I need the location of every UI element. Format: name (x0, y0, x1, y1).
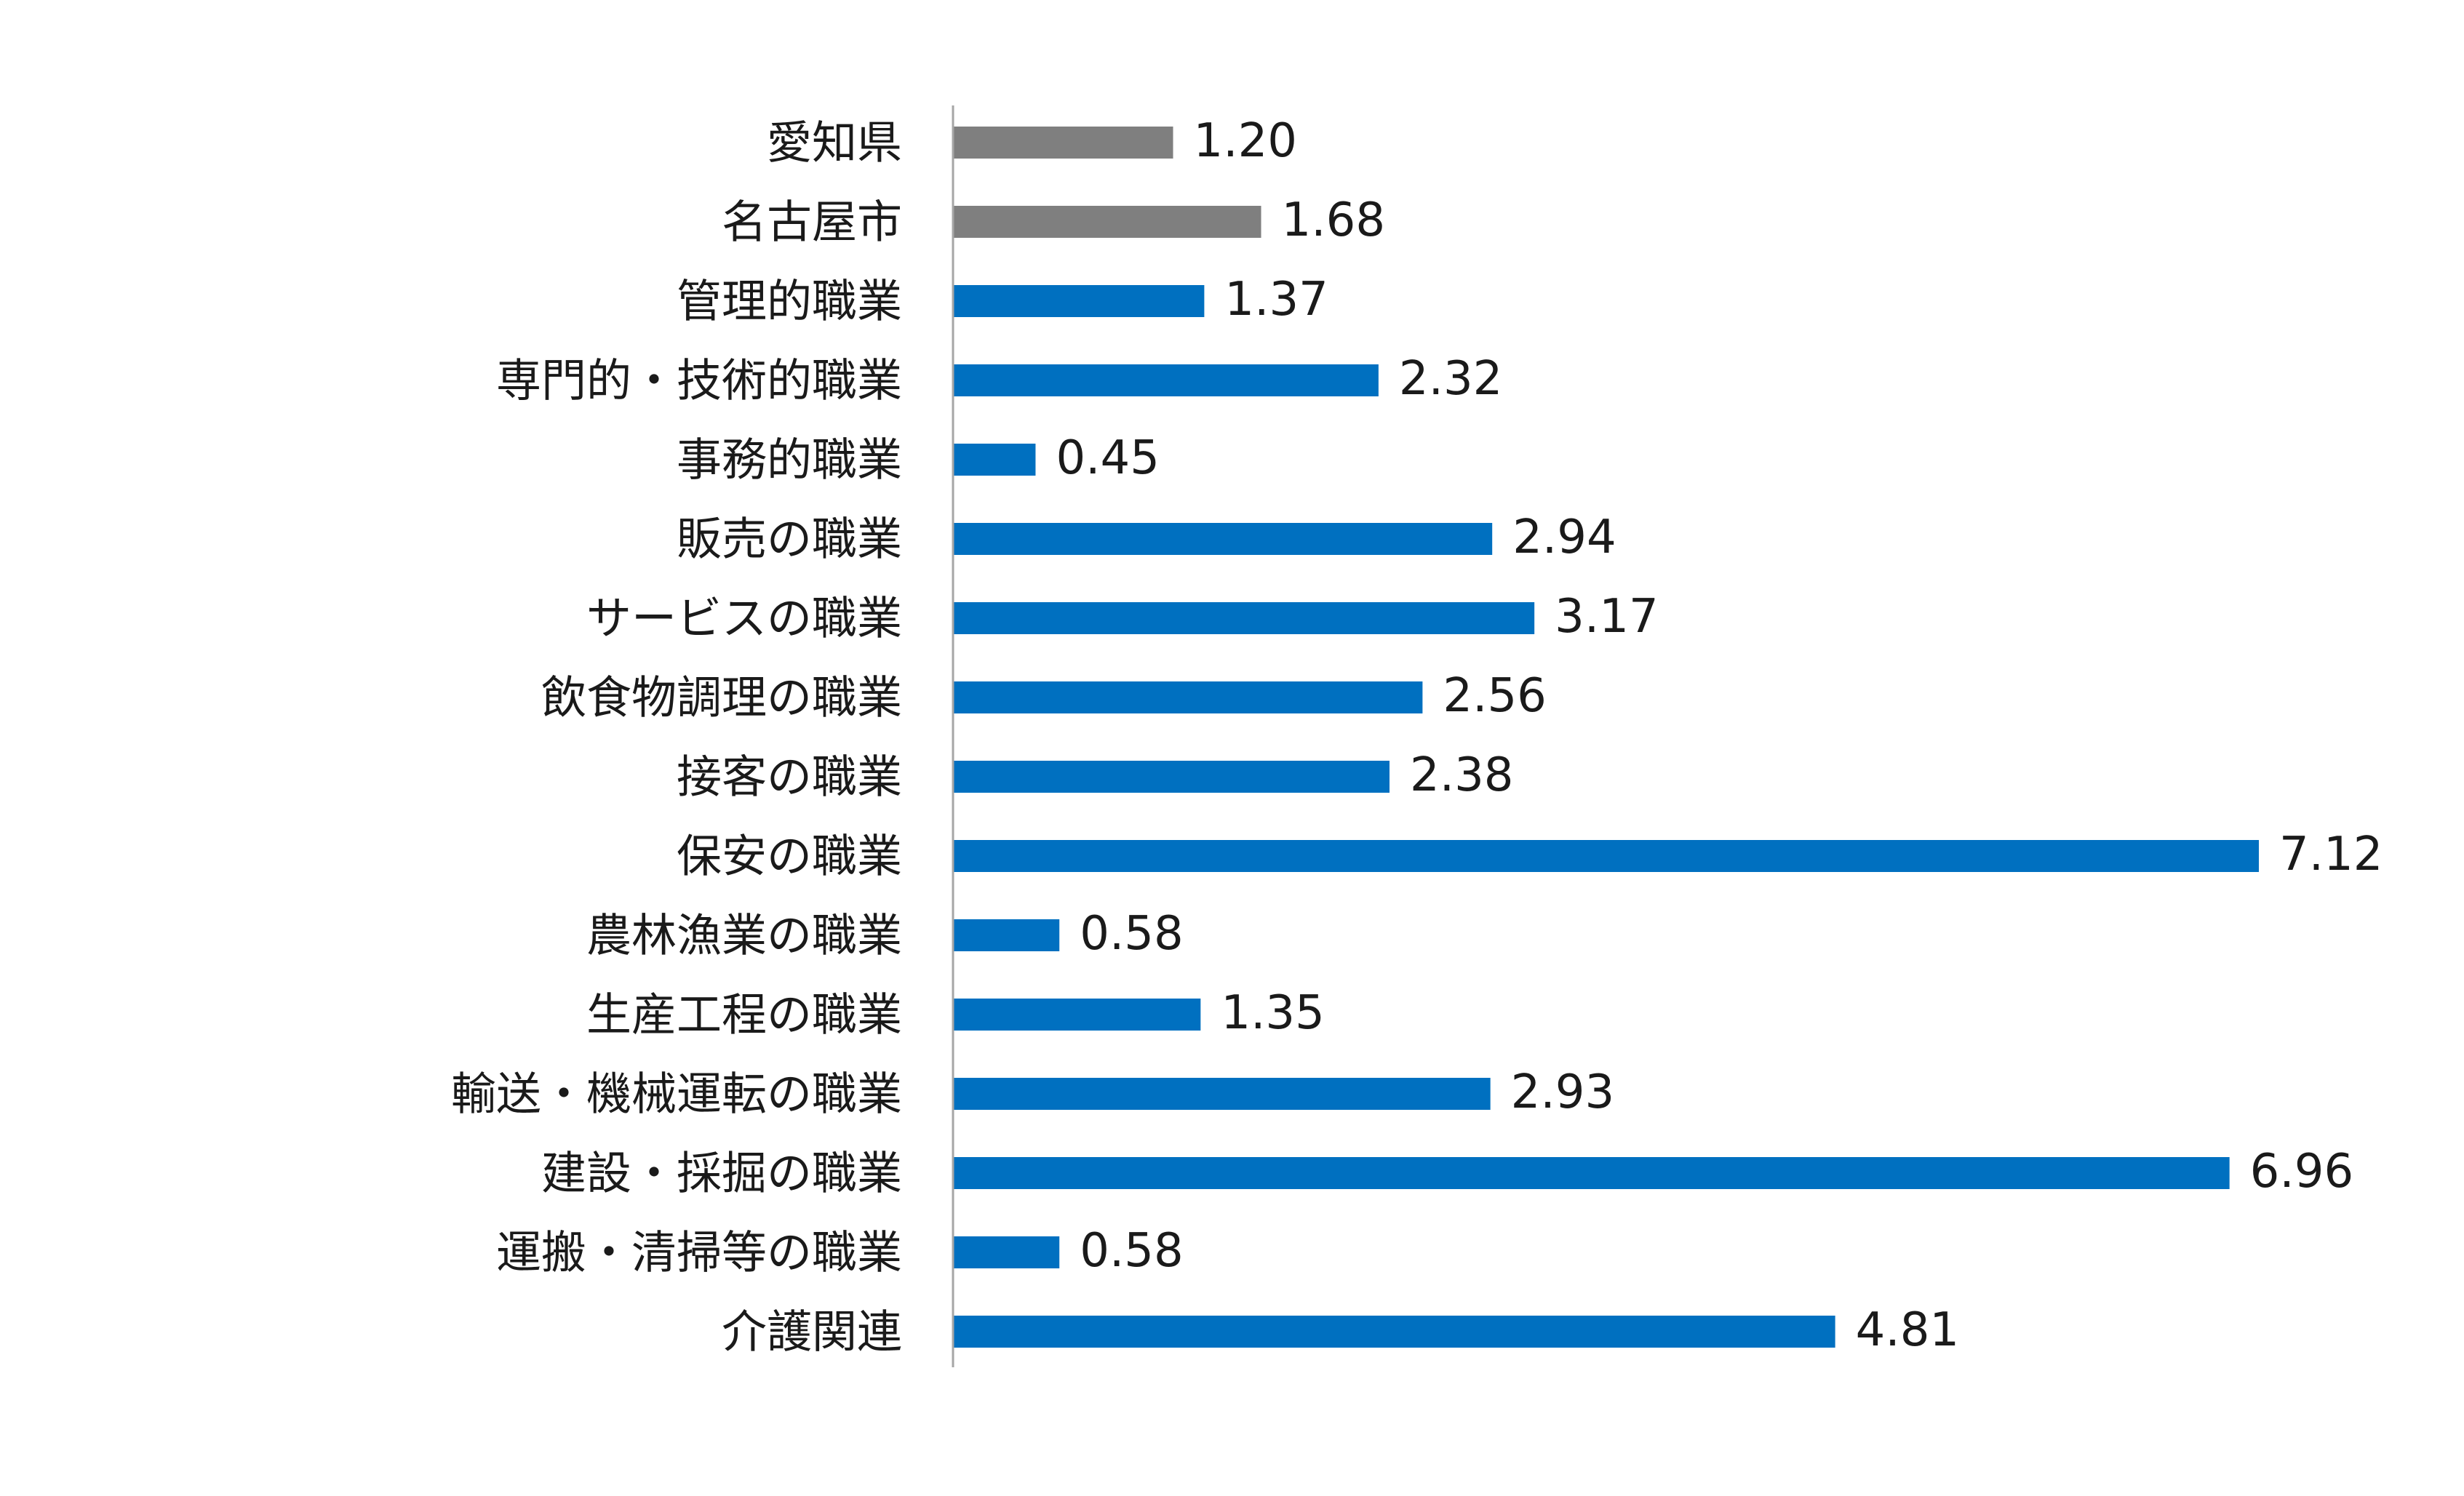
category-label: 事務的職業 (677, 433, 902, 487)
bar (953, 285, 1205, 317)
category-label: 建設・採掘の職業 (541, 1147, 902, 1200)
category-label: 生産工程の職業 (586, 988, 902, 1041)
value-label: 2.38 (1410, 748, 1514, 802)
category-label: 輸送・機械運転の職業 (451, 1068, 902, 1121)
value-label: 2.32 (1399, 352, 1503, 406)
category-label: 管理的職業 (677, 275, 902, 328)
bar (953, 761, 1390, 793)
category-label: 愛知県 (767, 116, 902, 169)
value-label: 4.81 (1856, 1303, 1960, 1357)
value-label: 3.17 (1555, 590, 1659, 644)
category-label: 専門的・技術的職業 (496, 354, 902, 407)
category-label: 飲食物調理の職業 (541, 671, 902, 724)
value-label: 1.35 (1221, 986, 1325, 1040)
value-label: 0.58 (1080, 907, 1184, 961)
value-label: 2.94 (1512, 511, 1616, 564)
value-label: 6.96 (2250, 1145, 2354, 1199)
bar (953, 999, 1201, 1031)
labels-layer: 愛知県 1.20 名古屋市 1.68 管理的職業 1.37 専門的・技術的職業 2.32 事務的… (451, 114, 2383, 1359)
category-label: 介護関連 (722, 1305, 902, 1359)
value-label: 1.20 (1194, 114, 1298, 168)
category-label: 運搬・清掃等の職業 (496, 1226, 902, 1279)
value-label: 0.45 (1056, 431, 1160, 485)
category-label: 農林漁業の職業 (586, 909, 902, 962)
category-label: 接客の職業 (677, 751, 902, 804)
category-label: サービスの職業 (586, 592, 902, 645)
value-label: 7.12 (2279, 828, 2383, 881)
bar (953, 1316, 1835, 1348)
bar (953, 1078, 1491, 1110)
bars-layer (953, 127, 2259, 1348)
bar (953, 1236, 1060, 1268)
bar (953, 840, 2259, 872)
bar (953, 602, 1535, 634)
value-label: 2.93 (1511, 1065, 1615, 1119)
category-label: 保安の職業 (677, 830, 902, 883)
category-label: 販売の職業 (677, 513, 902, 566)
bar (953, 127, 1173, 159)
bar (953, 919, 1060, 951)
value-label: 1.68 (1282, 193, 1386, 247)
bar (953, 681, 1423, 713)
bar (953, 444, 1036, 476)
bar (953, 523, 1493, 555)
bar (953, 206, 1261, 238)
category-label: 名古屋市 (722, 196, 902, 249)
value-label: 0.58 (1080, 1224, 1184, 1278)
value-label: 2.56 (1443, 669, 1547, 723)
value-label: 1.37 (1224, 273, 1328, 327)
bar (953, 364, 1379, 396)
bar (953, 1157, 2230, 1189)
